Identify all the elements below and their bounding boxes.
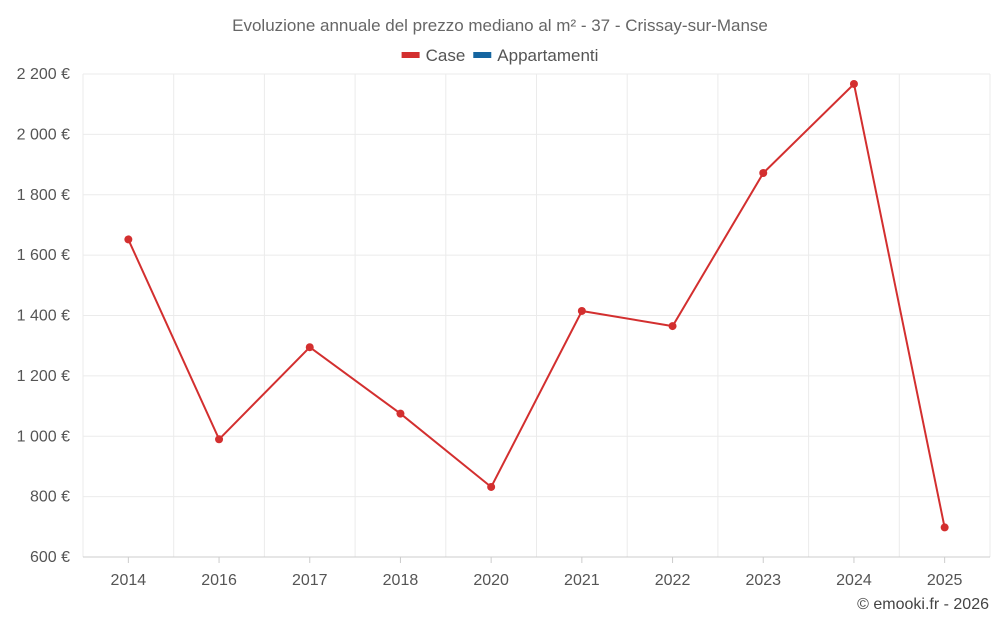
data-point[interactable] — [487, 482, 496, 491]
chart-title: Evoluzione annuale del prezzo mediano al… — [232, 16, 768, 35]
series-group — [124, 79, 949, 532]
data-point[interactable] — [668, 322, 677, 331]
data-point[interactable] — [396, 409, 405, 418]
data-point[interactable] — [849, 79, 858, 88]
data-point[interactable] — [215, 435, 224, 444]
data-point[interactable] — [940, 523, 949, 532]
credit-text: © emooki.fr - 2026 — [857, 596, 989, 613]
x-tick-label: 2024 — [836, 572, 872, 589]
legend-label: Appartamenti — [497, 46, 598, 65]
y-tick-label: 2 000 € — [17, 126, 70, 143]
y-tick-label: 1 800 € — [17, 187, 70, 204]
y-tick-label: 800 € — [30, 489, 70, 506]
series-line-case[interactable] — [127, 81, 946, 528]
x-tick-label: 2018 — [383, 572, 419, 589]
x-tick-label: 2023 — [745, 572, 781, 589]
x-tick-label: 2021 — [564, 572, 600, 589]
legend-label: Case — [426, 46, 466, 65]
x-gridlines — [82, 74, 991, 557]
y-tick-label: 1 400 € — [17, 308, 70, 325]
x-tick-label: 2020 — [473, 572, 509, 589]
legend-swatch — [401, 52, 420, 58]
y-axis-labels: 600 € 800 € 1 000 € 1 200 € 1 400 € 1 600 € 1 … — [17, 66, 70, 566]
y-tick-label: 1 200 € — [17, 368, 70, 385]
x-tick-label: 2016 — [201, 572, 237, 589]
data-point[interactable] — [305, 343, 314, 352]
x-tick-label: 2022 — [655, 572, 691, 589]
y-tick-label: 1 600 € — [17, 247, 70, 264]
legend-item-appartamenti[interactable]: Appartamenti — [473, 46, 598, 65]
x-tick-label: 2025 — [927, 572, 963, 589]
legend-item-case[interactable]: Case — [401, 46, 466, 65]
y-tick-label: 1 000 € — [17, 428, 70, 445]
y-tick-label: 600 € — [30, 549, 70, 566]
data-point[interactable] — [759, 169, 768, 178]
legend-swatch — [473, 52, 492, 58]
legend[interactable]: Case Appartamenti — [401, 46, 599, 65]
data-point[interactable] — [124, 235, 133, 244]
data-point[interactable] — [577, 306, 586, 315]
x-axis-labels: 2014 2016 2017 2018 2020 2021 2022 2023 2024 2025 — [111, 557, 963, 589]
y-tick-label: 2 200 € — [17, 66, 70, 83]
x-tick-label: 2017 — [292, 572, 328, 589]
x-tick-label: 2014 — [111, 572, 147, 589]
